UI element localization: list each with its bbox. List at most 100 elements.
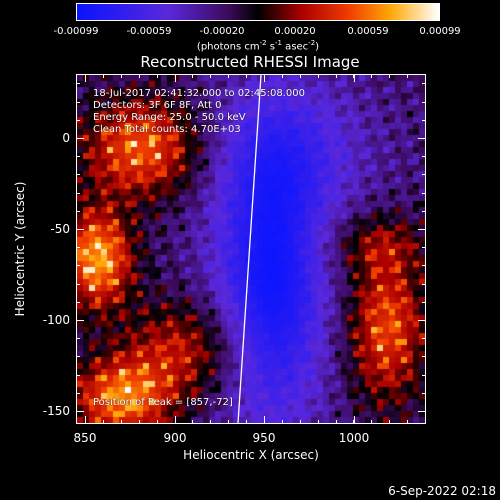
tick-mark [422, 375, 425, 376]
tick-mark [422, 120, 425, 121]
tick-mark [418, 411, 425, 412]
tick-mark [77, 229, 80, 230]
tick-mark [77, 338, 80, 339]
tick-mark [422, 338, 425, 339]
tick-mark [425, 75, 426, 78]
tick-mark [422, 229, 425, 230]
info-time-range: 18-Jul-2017 02:41:32.000 to 02:45:08.000 [93, 88, 305, 99]
tick-mark [422, 284, 425, 285]
tick-mark [264, 75, 265, 82]
tick-mark [422, 356, 425, 357]
tick-mark [139, 420, 140, 423]
tick-mark [103, 420, 104, 423]
tick-mark [77, 83, 80, 84]
tick-mark [121, 420, 122, 423]
tick-mark [407, 420, 408, 423]
tick-mark [77, 211, 80, 212]
tick-mark [77, 302, 80, 303]
tick-mark [354, 75, 355, 82]
tick-mark [77, 265, 80, 266]
tick-mark [77, 138, 84, 139]
tick-mark [422, 174, 425, 175]
tick-mark [175, 75, 176, 82]
tick-mark [77, 320, 80, 321]
tick-mark [77, 411, 80, 412]
reconstructed-image-heatmap [77, 75, 425, 423]
tick-mark [85, 75, 86, 82]
tick-mark [318, 75, 319, 78]
y-axis-label: Heliocentric Y (arcsec) [13, 181, 27, 317]
tick-mark [246, 75, 247, 78]
tick-mark [77, 356, 80, 357]
colorbar [76, 3, 440, 21]
tick-mark [336, 420, 337, 423]
colorbar-tick: -0.00099 [53, 26, 99, 37]
tick-mark [389, 75, 390, 78]
tick-mark [175, 416, 176, 423]
tick-mark [77, 120, 80, 121]
image-plot-area: 18-Jul-2017 02:41:32.000 to 02:45:08.000… [76, 74, 426, 424]
tick-mark [85, 416, 86, 423]
tick-mark [103, 75, 104, 78]
tick-mark [422, 320, 425, 321]
tick-mark [77, 174, 80, 175]
tick-mark [264, 75, 265, 78]
tick-mark [77, 247, 80, 248]
tick-mark [371, 420, 372, 423]
tick-mark [353, 75, 354, 78]
tick-mark [246, 420, 247, 423]
tick-mark [192, 420, 193, 423]
tick-mark [389, 420, 390, 423]
tick-mark [85, 75, 86, 78]
tick-mark [318, 420, 319, 423]
tick-mark [77, 193, 80, 194]
tick-mark [422, 411, 425, 412]
tick-mark [422, 138, 425, 139]
tick-mark [77, 102, 80, 103]
info-energy-range: Energy Range: 25.0 - 50.0 keV [93, 112, 246, 123]
colorbar-tick: 0.00099 [419, 26, 461, 37]
y-tick-label: -100 [42, 313, 70, 327]
tick-mark [85, 420, 86, 423]
colorbar-tick: 0.00020 [274, 26, 316, 37]
plot-timestamp: 6-Sep-2022 02:18 [388, 484, 496, 498]
tick-mark [300, 420, 301, 423]
colorbar-tick: -0.00059 [126, 26, 172, 37]
y-tick-label: -50 [50, 222, 70, 236]
tick-mark [425, 420, 426, 423]
tick-mark [371, 75, 372, 78]
x-tick-label: 1000 [338, 431, 370, 445]
tick-mark [157, 75, 158, 78]
tick-mark [353, 420, 354, 423]
peak-position-label: Position of Peak = [857,-72] [93, 397, 233, 408]
colorbar-tick: 0.00059 [347, 26, 389, 37]
tick-mark [422, 211, 425, 212]
tick-mark [422, 102, 425, 103]
tick-mark [336, 75, 337, 78]
tick-mark [418, 138, 425, 139]
tick-mark [354, 416, 355, 423]
tick-mark [264, 416, 265, 423]
y-tick-label: 0 [62, 131, 70, 145]
x-tick-label: 900 [163, 431, 187, 445]
tick-mark [77, 138, 80, 139]
tick-mark [422, 193, 425, 194]
tick-mark [418, 320, 425, 321]
tick-mark [422, 156, 425, 157]
tick-mark [77, 156, 80, 157]
info-total-counts: Clean Total counts: 4.70E+03 [93, 124, 241, 135]
tick-mark [422, 247, 425, 248]
tick-mark [422, 83, 425, 84]
tick-mark [210, 75, 211, 78]
tick-mark [407, 75, 408, 78]
tick-mark [77, 411, 84, 412]
tick-mark [192, 75, 193, 78]
tick-mark [157, 420, 158, 423]
tick-mark [228, 75, 229, 78]
tick-mark [422, 302, 425, 303]
x-axis-label: Heliocentric X (arcsec) [183, 448, 319, 462]
tick-mark [77, 229, 84, 230]
tick-mark [139, 75, 140, 78]
image-title: Reconstructed RHESSI Image [140, 53, 360, 71]
